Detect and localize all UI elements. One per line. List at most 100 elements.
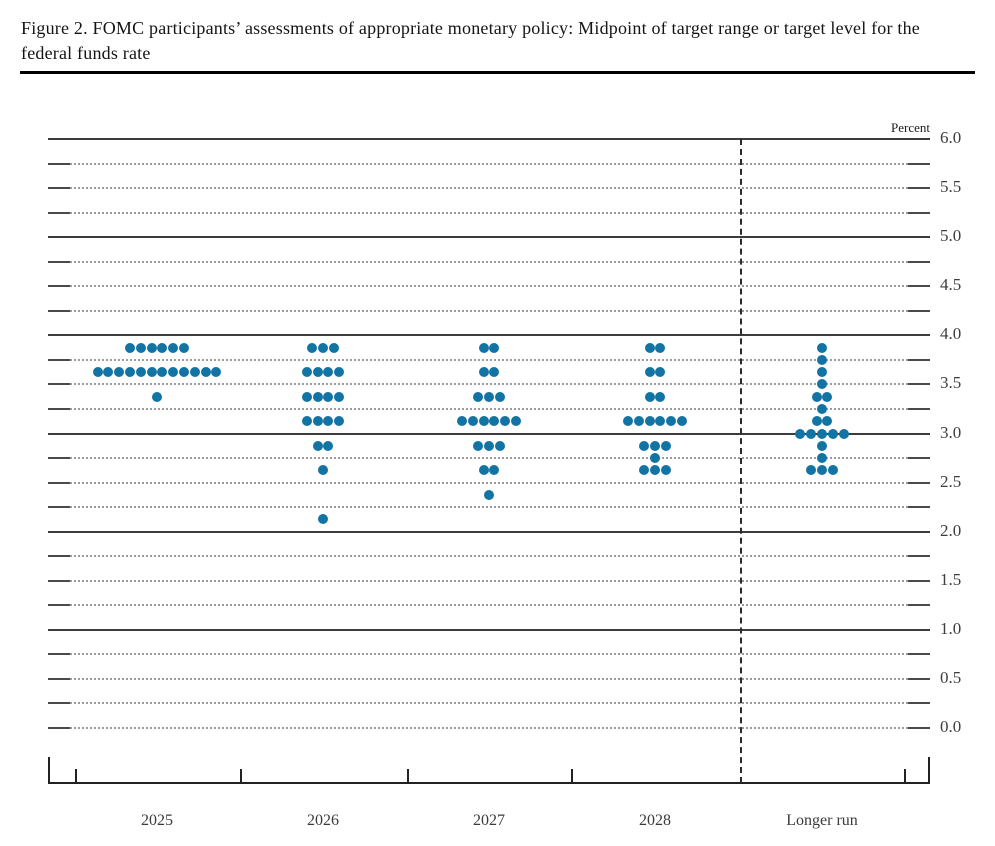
x-axis-section-tick — [75, 769, 77, 783]
x-axis-corner-tick — [48, 757, 50, 783]
projection-dot — [817, 465, 827, 476]
projection-dot — [489, 367, 500, 378]
grid-line-dotted — [70, 579, 908, 582]
y-axis-tick-label: 1.5 — [940, 569, 962, 589]
grid-line-solid — [48, 334, 930, 337]
grid-line-end-tick — [908, 579, 930, 582]
grid-line-end-tick — [48, 383, 70, 386]
y-axis-tick-label: 1.0 — [940, 618, 962, 638]
grid-line-solid — [48, 628, 930, 631]
grid-line-end-tick — [48, 506, 70, 509]
projection-dot — [489, 465, 500, 476]
grid-line-dotted — [70, 604, 908, 607]
grid-line-dotted — [70, 481, 908, 484]
projection-dot — [660, 465, 671, 476]
projection-dot — [92, 367, 103, 378]
x-axis-section-tick — [407, 769, 409, 783]
y-axis-tick-label: 3.0 — [940, 422, 962, 442]
projection-dot — [489, 342, 500, 353]
projection-dot — [312, 416, 323, 427]
grid-line-dotted — [70, 702, 908, 705]
y-axis-tick-label: 5.5 — [940, 177, 962, 197]
projection-dot — [817, 403, 827, 414]
projection-dot — [125, 367, 135, 378]
projection-dot — [334, 416, 345, 427]
grid-line-end-tick — [908, 162, 930, 165]
projection-dot — [179, 367, 189, 378]
projection-dot — [677, 416, 687, 427]
projection-dot — [511, 416, 521, 427]
projection-dot — [655, 342, 666, 353]
projection-dot — [806, 428, 817, 439]
projection-dot — [473, 391, 484, 402]
projection-dot — [655, 416, 666, 427]
projection-dot — [478, 465, 489, 476]
y-axis-tick-label: 0.0 — [940, 717, 962, 736]
projection-dot — [817, 342, 827, 353]
grid-line-dotted — [70, 309, 908, 312]
grid-line-end-tick — [908, 457, 930, 460]
x-axis-section-tick — [240, 769, 242, 783]
projection-dot — [817, 379, 827, 390]
projection-dot — [838, 428, 849, 439]
y-axis-tick-label: 0.5 — [940, 667, 962, 687]
grid-line-dotted — [70, 407, 908, 410]
figure-title: Figure 2. FOMC participants’ assessments… — [21, 18, 920, 63]
projection-dot — [473, 440, 484, 451]
grid-line-end-tick — [908, 702, 930, 705]
projection-dot — [146, 367, 157, 378]
y-axis-tick-label: 2.5 — [940, 471, 962, 491]
y-axis-tick-label: 4.0 — [940, 324, 962, 344]
projection-dot — [323, 391, 334, 402]
x-axis-category-label: 2028 — [639, 812, 671, 829]
title-rule — [20, 71, 975, 74]
projection-dot — [817, 428, 827, 439]
projection-dot — [655, 367, 666, 378]
projection-dot — [318, 342, 328, 353]
projection-dot — [500, 416, 511, 427]
projection-dot — [157, 367, 168, 378]
projection-dot — [334, 391, 345, 402]
projection-dot — [168, 342, 179, 353]
x-axis-category-label: 2026 — [307, 812, 339, 829]
y-axis-tick-label: 6.0 — [940, 128, 962, 147]
grid-line-end-tick — [48, 481, 70, 484]
projection-dot — [795, 428, 806, 439]
projection-dot — [478, 367, 489, 378]
grid-line-dotted — [70, 555, 908, 558]
grid-line-end-tick — [48, 579, 70, 582]
grid-line-end-tick — [908, 481, 930, 484]
projection-dot — [494, 391, 505, 402]
projection-dot — [811, 391, 822, 402]
grid-line-dotted — [70, 727, 908, 729]
projection-dot — [328, 342, 339, 353]
projection-dot — [660, 440, 671, 451]
projection-dot — [666, 416, 677, 427]
projection-dot — [114, 367, 125, 378]
grid-line-end-tick — [908, 285, 930, 288]
grid-line-solid — [48, 236, 930, 239]
grid-line-end-tick — [908, 358, 930, 361]
projection-dot — [484, 489, 494, 500]
projection-dot — [301, 416, 312, 427]
grid-line-end-tick — [908, 653, 930, 656]
projection-dot — [301, 367, 312, 378]
x-axis-category-label: Longer run — [786, 812, 858, 829]
projection-dot — [822, 416, 833, 427]
projection-dot — [633, 416, 644, 427]
y-axis-tick-label: 4.5 — [940, 275, 962, 295]
projection-dot — [200, 367, 211, 378]
grid-line-dotted — [70, 383, 908, 386]
grid-line-end-tick — [908, 407, 930, 410]
projection-dot — [323, 416, 334, 427]
grid-line-end-tick — [908, 187, 930, 190]
projection-dot — [323, 367, 334, 378]
grid-line-dotted — [70, 358, 908, 361]
projection-dot — [179, 342, 189, 353]
longer-run-separator-line — [740, 139, 742, 783]
grid-line-end-tick — [908, 506, 930, 509]
grid-line-end-tick — [908, 211, 930, 214]
grid-line-end-tick — [48, 162, 70, 165]
projection-dot — [125, 342, 135, 353]
grid-line-solid — [48, 432, 930, 435]
